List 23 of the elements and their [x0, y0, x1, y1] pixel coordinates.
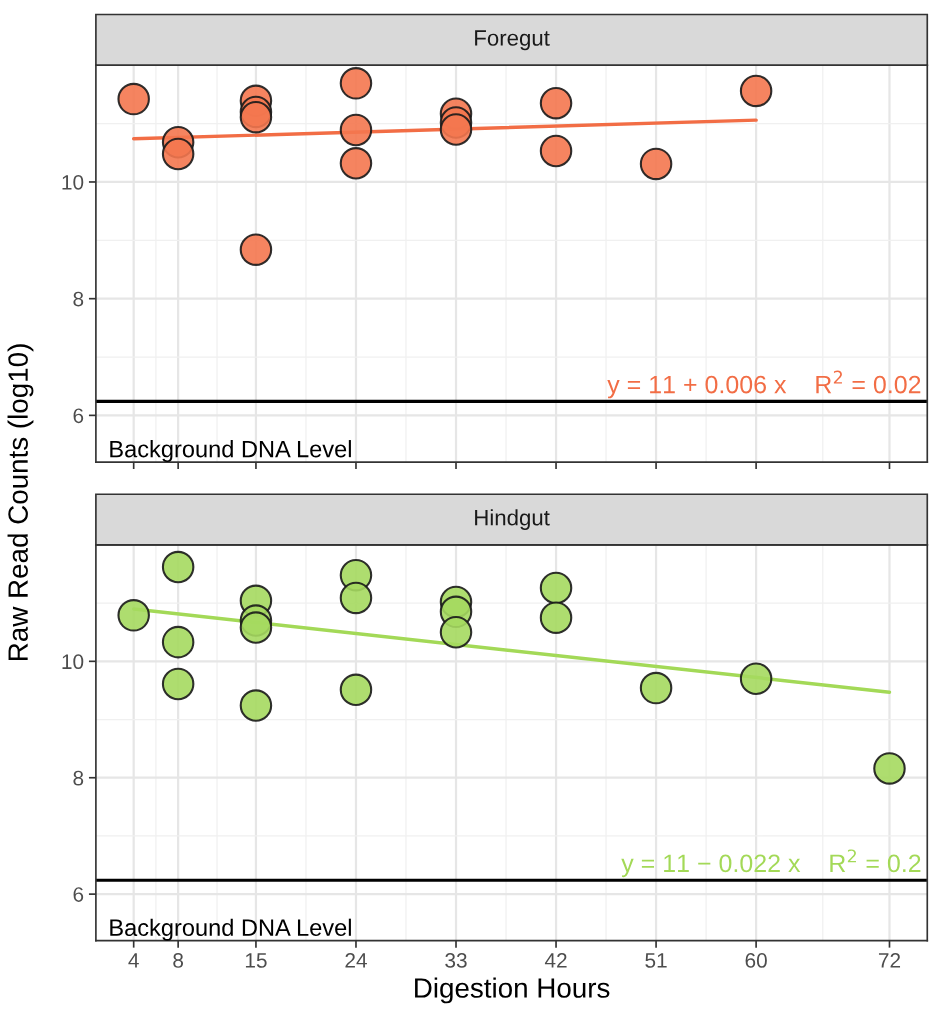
ref-line-label: Background DNA Level: [110, 440, 351, 463]
annotation: y = 11 + 0.006 x R$^{2}$ = 0.02: [607, 370, 921, 399]
x-tick-label: 15: [245, 953, 267, 968]
chart-title: Foregut: [475, 30, 550, 51]
y-tick-label: 6: [73, 408, 84, 424]
annotation: y = 11 − 0.022 x R$^{2}$ = 0.2: [621, 849, 921, 878]
x-tick-label: 42: [544, 953, 567, 968]
y-axis-title: Raw Read Counts (log10): [7, 344, 34, 660]
y-tick-label: 8: [73, 770, 84, 786]
y-tick-label: 10: [62, 174, 84, 190]
x-axis-title: Digestion Hours: [415, 977, 610, 1004]
y-tick-label: 8: [73, 291, 84, 307]
y-tick-label: 10: [62, 654, 84, 670]
x-tick-label: 24: [345, 953, 367, 968]
x-tick-label: 51: [645, 953, 667, 968]
y-tick-label: 6: [73, 887, 84, 902]
x-tick-label: 4: [128, 953, 139, 968]
x-tick-label: 8: [173, 953, 184, 968]
ref-line-label: Background DNA Level: [110, 918, 351, 941]
x-tick-label: 60: [745, 953, 767, 968]
x-tick-label: 72: [878, 953, 901, 968]
chart-title: Hindgut: [475, 509, 550, 530]
x-tick-label: 33: [445, 953, 467, 968]
